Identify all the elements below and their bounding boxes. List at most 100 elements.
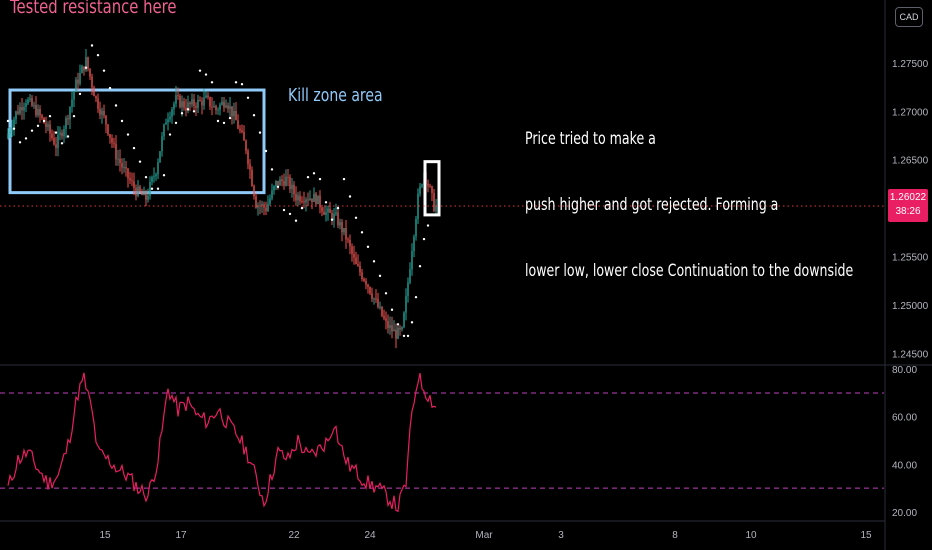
x-tick-label: 10 [745,530,757,541]
candle-body [173,103,175,110]
candle-body [367,284,369,288]
candle-body [341,222,343,233]
candle-body [363,278,365,281]
candle-body [303,201,305,203]
rsi-pane [0,372,884,513]
candle-body [119,158,121,164]
candle-body [247,151,249,165]
rejection-box [423,160,441,217]
candle-body [41,115,43,118]
x-tick-label: 17 [175,530,187,541]
candle-body [135,188,137,196]
psar-dot [306,175,310,179]
rsi-y-tick-label: 60.00 [892,413,917,424]
candle-body [53,138,55,145]
y-tick-label: 1.25500 [892,253,929,264]
candle-body [225,105,227,108]
psar-dot [18,141,22,144]
psar-dot [336,206,340,210]
candle-body [375,298,377,300]
y-tick-label: 1.26500 [892,156,929,167]
candle-body [311,198,313,202]
candle-body [269,198,271,204]
candle-body [383,315,385,319]
candle-body [207,95,209,98]
psar-dot [354,216,358,219]
candle-body [387,320,389,328]
candle-body [95,96,97,99]
candle-body [337,212,339,226]
psar-dot [198,69,202,72]
x-tick-label: Mar [475,530,493,541]
candle-body [167,119,169,123]
candle-body [73,91,75,100]
candle-body [117,158,119,160]
rsi-y-tick-label: 40.00 [892,460,917,471]
candle-body [421,184,423,187]
chart-title: Tested resistance here [10,0,177,18]
candle-body [91,76,93,88]
candle-body [353,253,355,258]
candle-body [179,95,181,108]
psar-dot [422,237,426,241]
candle-body [161,136,163,152]
candle-body [315,193,317,205]
candle-body [183,101,185,108]
psar-dot [270,168,274,171]
candle-body [105,115,107,125]
candle-body [67,118,69,120]
note-line: Price tried to make a [525,129,656,149]
candle-body [29,98,31,100]
psar-dot [138,160,142,163]
candle-body [79,73,81,84]
rsi-y-tick-label: 80.00 [892,365,917,376]
candle-body [429,185,431,187]
candle-body [389,325,391,328]
candle-body [125,167,127,169]
candle-body [227,105,229,109]
psar-dot [300,206,304,210]
candle-body [157,162,159,175]
candle-body [213,106,215,108]
candle-body [127,168,129,179]
candle-body [201,100,203,106]
psar-dot [6,119,10,123]
psar-dot [36,124,40,128]
psar-dot [366,245,370,249]
candle-body [263,204,265,208]
psar-dot [180,112,184,115]
currency-badge[interactable]: CAD [895,7,923,27]
candle-body [419,186,421,194]
candle-body [83,66,85,71]
candle-body [165,122,167,125]
candle-body [323,211,325,215]
last-price-tag: 1.26022 38:26 [888,189,928,222]
candle-body [61,132,63,137]
candle-body [379,306,381,308]
note-line: lower low, lower close Continuation to t… [525,261,854,281]
psar-dot [96,53,100,57]
candle-body [139,186,141,192]
psar-dot [390,308,394,311]
candle-body [101,110,103,115]
candle-body [111,137,113,143]
candle-body [93,87,95,97]
psar-dot [360,231,364,234]
candle-body [189,102,191,105]
candle-body [65,118,67,130]
psar-dot [426,224,430,227]
psar-dot [264,149,268,153]
candle-body [355,257,357,265]
psar-dot [276,185,280,189]
note-line: push higher and got rejected. Forming a [525,195,779,215]
psar-dot [12,127,16,130]
psar-dot [48,114,52,118]
candle-body [51,133,53,139]
candle-body [361,272,363,279]
candle-body [329,208,331,213]
candle-body [121,163,123,168]
candle-body [89,68,91,77]
x-tick-label: 24 [364,530,376,541]
